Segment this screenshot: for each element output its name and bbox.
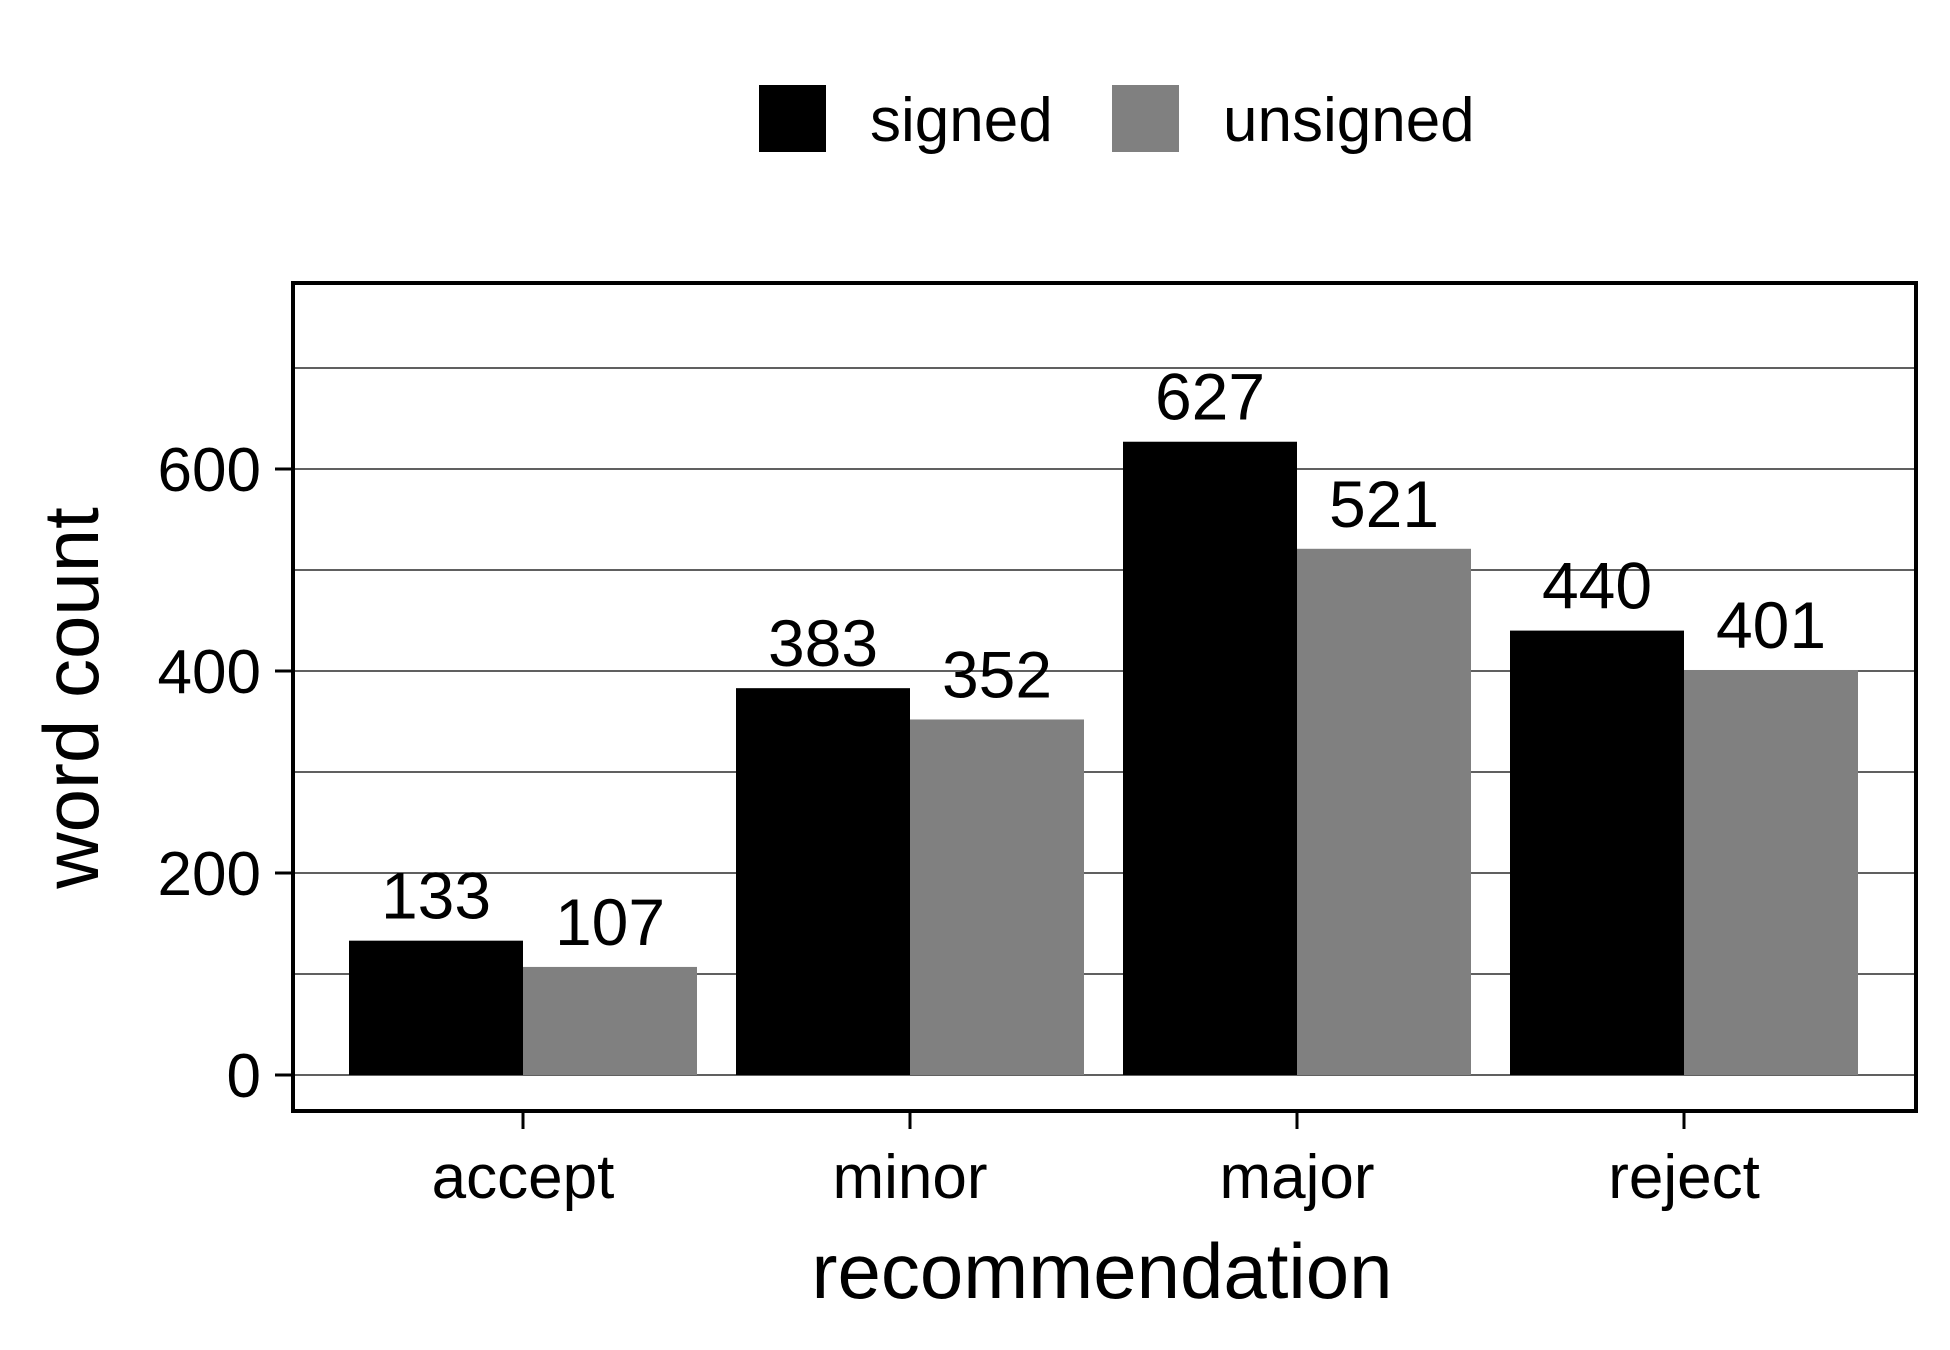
bar-unsigned-accept	[523, 966, 697, 1075]
data-label-unsigned-accept: 107	[555, 885, 665, 959]
data-label-signed-reject: 440	[1542, 549, 1652, 623]
y-tick-label: 400	[158, 638, 261, 707]
plot-frame	[291, 281, 1918, 1113]
bar-unsigned-major	[1297, 548, 1471, 1075]
data-label-signed-major: 627	[1155, 360, 1265, 434]
legend-swatch-unsigned	[1112, 85, 1179, 152]
bar-signed-reject	[1510, 630, 1684, 1075]
legend-label-unsigned: unsigned	[1223, 86, 1475, 155]
data-label-unsigned-minor: 352	[942, 637, 1052, 711]
legend-label-signed: signed	[870, 86, 1053, 155]
data-label-signed-minor: 383	[768, 606, 878, 680]
bar-signed-major	[1123, 441, 1297, 1076]
y-tick-label: 0	[227, 1042, 261, 1111]
data-label-signed-accept: 133	[381, 859, 491, 933]
legend-swatch-signed	[759, 85, 826, 152]
x-tick-label-accept: accept	[432, 1143, 615, 1212]
data-label-unsigned-reject: 401	[1716, 588, 1826, 662]
bars	[349, 441, 1858, 1076]
legend: signed unsigned	[759, 85, 1475, 155]
bar-unsigned-minor	[910, 719, 1084, 1075]
x-tick-label-reject: reject	[1608, 1143, 1760, 1212]
bar-unsigned-reject	[1684, 669, 1858, 1075]
y-axis-title: word count	[27, 507, 115, 890]
x-tick-label-major: major	[1219, 1143, 1374, 1212]
data-labels: 133 107 383 352 627 521 440 401	[381, 360, 1826, 959]
x-tick-label-minor: minor	[832, 1143, 987, 1212]
bar-signed-accept	[349, 940, 523, 1075]
x-axis: accept minor major reject	[432, 1111, 1760, 1212]
data-label-unsigned-major: 521	[1329, 467, 1439, 541]
gridlines	[293, 367, 1916, 1076]
y-axis: 0 200 400 600	[158, 436, 293, 1111]
y-tick-label: 600	[158, 436, 261, 505]
bar-signed-minor	[736, 688, 910, 1075]
x-axis-title: recommendation	[812, 1227, 1393, 1315]
y-tick-label: 200	[158, 840, 261, 909]
